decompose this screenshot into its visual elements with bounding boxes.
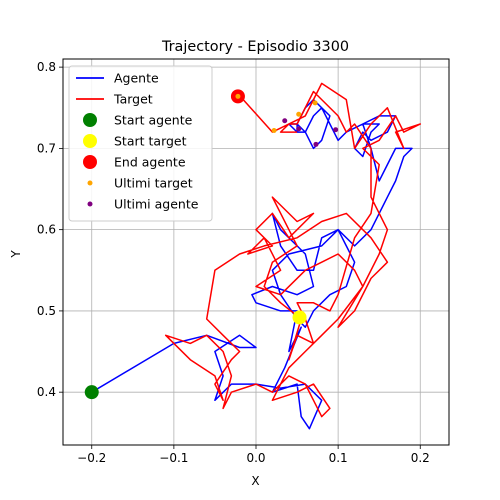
legend-label: Start target xyxy=(114,134,187,149)
point-ultimi-agente xyxy=(333,127,339,133)
x-axis-label: X xyxy=(251,474,259,488)
y-tick-label: 0.7 xyxy=(37,141,56,155)
x-tick-label: 0.0 xyxy=(246,451,265,465)
y-tick-label: 0.5 xyxy=(37,304,56,318)
plot-area xyxy=(84,82,422,430)
legend-label: Agente xyxy=(114,71,159,86)
legend-label: Ultimi target xyxy=(114,176,193,191)
series-line-target xyxy=(164,82,422,418)
legend-box xyxy=(68,65,213,222)
y-tick-label: 0.8 xyxy=(37,60,56,74)
point-start-target xyxy=(292,310,307,325)
x-tick-label: −0.1 xyxy=(159,451,188,465)
legend-label: Target xyxy=(113,92,153,107)
point-ultimi-target xyxy=(235,93,241,99)
legend-marker xyxy=(87,201,93,207)
legend-label: Ultimi agente xyxy=(114,197,199,212)
legend-marker xyxy=(83,134,97,148)
point-ultimi-agente xyxy=(282,118,288,124)
legend-marker xyxy=(87,180,93,186)
y-axis-label: Y xyxy=(9,250,23,259)
chart-title: Trajectory - Episodio 3300 xyxy=(161,39,349,55)
axes: −0.2 −0.1 0.0 0.1 0.2 0.4 0.5 0.6 0.7 0.8 xyxy=(37,58,450,465)
point-start-agente xyxy=(84,385,99,400)
y-tick-label: 0.4 xyxy=(37,385,56,399)
point-ultimi-agente xyxy=(313,141,319,147)
x-tick-label: −0.2 xyxy=(77,451,106,465)
x-tick-label: 0.1 xyxy=(329,451,348,465)
series-line-agente xyxy=(91,98,413,430)
y-tick-label: 0.6 xyxy=(37,223,56,237)
legend-marker xyxy=(83,113,97,127)
legend-marker xyxy=(83,155,97,169)
point-ultimi-target xyxy=(312,100,318,106)
point-ultimi-target xyxy=(271,128,277,134)
legend: Agente Target Start agente Start target End … xyxy=(68,65,213,222)
point-ultimi-target xyxy=(296,111,302,117)
x-tick-label: 0.2 xyxy=(411,451,430,465)
legend-label: Start agente xyxy=(114,113,193,128)
legend-label: End agente xyxy=(114,155,186,170)
point-ultimi-agente xyxy=(296,126,302,132)
